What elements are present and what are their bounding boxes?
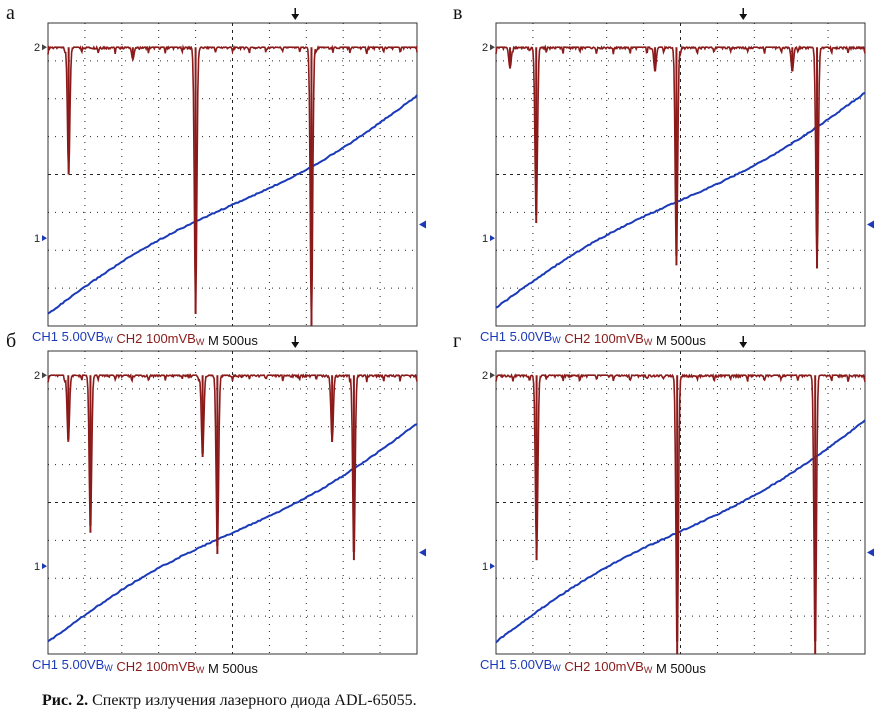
panel-label: б: [6, 330, 17, 352]
timebase-unit-label: us: [692, 661, 706, 676]
ch1-ramp-line: [495, 91, 866, 309]
trigger-position-icon: [739, 342, 748, 348]
channel-2-arrow-icon: [490, 372, 495, 379]
channel-2-marker: 2: [34, 42, 40, 54]
ch2-scale-label: CH2 100mVB: [113, 659, 196, 674]
channel-1-arrow-icon: [490, 563, 495, 570]
channel-1-marker: 1: [482, 561, 488, 573]
channel-2-arrow-icon: [42, 372, 47, 379]
ch1-coupling-label: W: [552, 663, 561, 673]
panel-a: а 2 1 CH1 5.00VBW CH2 100mVBW M 500us: [0, 2, 440, 348]
ch2-scale-label: CH2 100mVB: [561, 659, 644, 674]
timebase-label: M 500: [652, 333, 692, 348]
scope-status-line: CH1 5.00VBW CH2 100mVBW M 500us: [480, 657, 706, 676]
channel-1-arrow-icon: [42, 235, 47, 242]
panel-b: б 2 1 CH1 5.00VBW CH2 100mVBW M 500us: [0, 330, 440, 676]
channel-2-arrow-icon: [42, 44, 47, 51]
ch1-ramp-line: [495, 419, 866, 644]
trigger-level-icon: [867, 220, 874, 229]
ch1-scale-label: CH1 5.00VB: [32, 657, 104, 672]
ch2-spectrum-line: [47, 373, 418, 552]
channel-2-marker: 2: [482, 370, 488, 382]
caption-prefix: Рис. 2.: [42, 692, 89, 709]
ch2-spectrum-line: [47, 44, 418, 327]
timebase-unit-label: us: [692, 333, 706, 348]
figure-caption: Рис. 2. Спектр излучения лазерного диода…: [42, 692, 417, 710]
ch1-scale-label: CH1 5.00VB: [32, 329, 104, 344]
grid: [496, 23, 865, 326]
caption-text: Спектр излучения лазерного диода ADL-650…: [92, 692, 417, 709]
scope-status-line: CH1 5.00VBW CH2 100mVBW M 500us: [32, 329, 258, 348]
ch2-scale-label: CH2 100mVB: [561, 331, 644, 346]
panel-v: в 2 1 CH1 5.00VBW CH2 100mVBW M 500us: [448, 2, 888, 348]
trigger-level-icon: [867, 548, 874, 557]
timebase-unit-label: us: [244, 661, 258, 676]
timebase-label: M 500: [204, 333, 244, 348]
panel-label: г: [453, 330, 462, 352]
ch2-coupling-label: W: [196, 337, 205, 347]
channel-2-marker: 2: [34, 370, 40, 382]
ch1-coupling-label: W: [552, 335, 561, 345]
panel-g: г 2 1 CH1 5.00VBW CH2 100mVBW M 500us: [448, 330, 888, 676]
trigger-position-icon: [291, 14, 300, 20]
trigger-position-icon: [739, 14, 748, 20]
trigger-position-icon: [291, 342, 300, 348]
timebase-unit-label: us: [244, 333, 258, 348]
channel-1-marker: 1: [34, 233, 40, 245]
ch2-coupling-label: W: [644, 337, 653, 347]
ch1-ramp-line: [47, 94, 418, 315]
channel-1-arrow-icon: [490, 235, 495, 242]
channel-1-arrow-icon: [42, 563, 47, 570]
ch1-scale-label: CH1 5.00VB: [480, 329, 552, 344]
scope-status-line: CH1 5.00VBW CH2 100mVBW M 500us: [32, 657, 258, 676]
scope-status-line: CH1 5.00VBW CH2 100mVBW M 500us: [480, 329, 706, 348]
channel-1-marker: 1: [34, 561, 40, 573]
ch1-coupling-label: W: [104, 335, 113, 345]
grid: [48, 351, 417, 654]
ch2-coupling-label: W: [196, 665, 205, 675]
ch2-scale-label: CH2 100mVB: [113, 331, 196, 346]
trigger-level-icon: [419, 220, 426, 229]
timebase-label: M 500: [652, 661, 692, 676]
ch1-coupling-label: W: [104, 663, 113, 673]
ch2-spectrum-line: [495, 373, 866, 642]
panel-label: а: [6, 2, 15, 24]
ch1-scale-label: CH1 5.00VB: [480, 657, 552, 672]
ch2-coupling-label: W: [644, 665, 653, 675]
panel-label: в: [453, 2, 463, 24]
timebase-label: M 500: [204, 661, 244, 676]
channel-1-marker: 1: [482, 233, 488, 245]
channel-2-marker: 2: [482, 42, 488, 54]
ch2-spectrum-line: [495, 44, 866, 269]
trigger-level-icon: [419, 548, 426, 557]
channel-2-arrow-icon: [490, 44, 495, 51]
